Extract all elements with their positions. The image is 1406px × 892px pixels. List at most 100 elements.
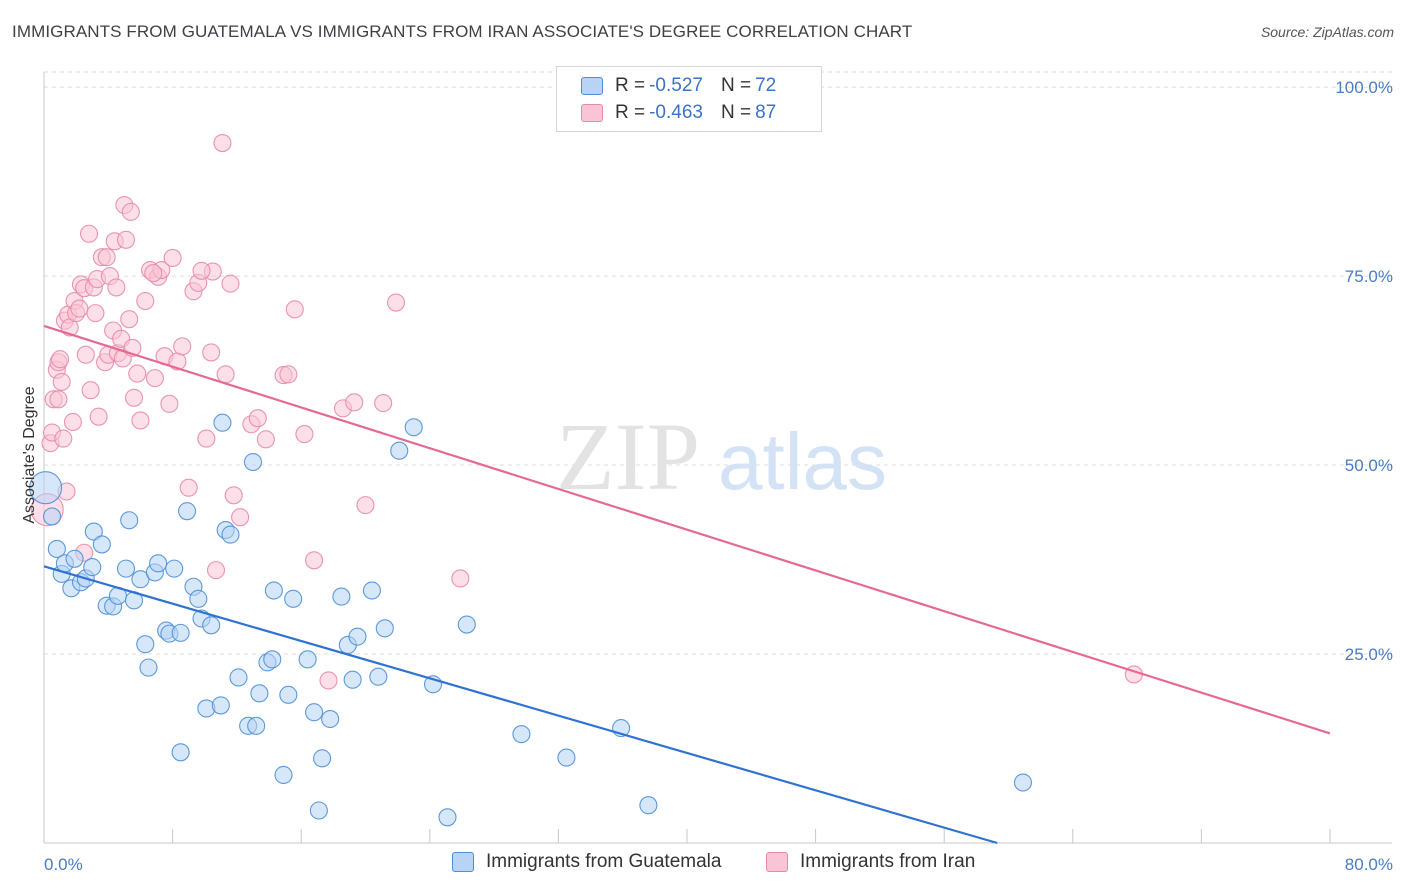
guatemala-point <box>221 525 240 544</box>
iran-point <box>356 496 375 515</box>
legend-n-value: 72 <box>755 75 777 96</box>
guatemala-point <box>309 801 328 820</box>
iran-point <box>79 224 99 243</box>
guatemala-point <box>243 452 263 472</box>
iran-point <box>197 429 216 448</box>
iran-point <box>63 412 82 432</box>
legend-row-iran: R = -0.463 N = 87 <box>581 101 776 125</box>
legend-n-label: N = <box>720 102 752 123</box>
watermark-atlas: atlas <box>718 417 887 506</box>
legend-item-iran[interactable]: Immigrants from Iran <box>766 851 975 873</box>
iran-point <box>89 407 108 426</box>
iran-point <box>70 299 89 318</box>
guatemala-point <box>247 716 266 735</box>
guatemala-point <box>116 559 136 578</box>
grid-lines <box>44 71 1392 655</box>
guatemala-point <box>202 616 221 635</box>
iran-point <box>163 248 182 267</box>
guatemala-point <box>29 471 63 505</box>
guatemala-point <box>343 670 362 689</box>
iran-point <box>256 430 275 449</box>
guatemala-point <box>332 587 351 606</box>
legend-swatch-guatemala <box>581 77 603 95</box>
correlation-legend: R = -0.527 N = 72 R = -0.463 N = 87 <box>556 66 822 132</box>
legend-swatch-guatemala <box>452 852 474 872</box>
guatemala-point <box>362 581 381 600</box>
guatemala-point <box>42 507 62 526</box>
iran-point <box>216 365 235 384</box>
series-guatemala-points <box>29 413 1033 827</box>
iran-point <box>285 300 304 319</box>
y-tick-label: 50.0% <box>1345 456 1393 475</box>
iran-point <box>179 478 198 497</box>
iran-point <box>144 264 163 283</box>
guatemala-point <box>348 627 367 646</box>
iran-point <box>116 230 136 249</box>
legend-r-label: R = <box>615 102 646 123</box>
watermark: ZIP atlas <box>556 403 887 510</box>
guatemala-point <box>305 703 324 722</box>
iran-trend-line <box>43 324 1331 735</box>
guatemala-point <box>171 623 190 642</box>
guatemala-point <box>136 635 155 654</box>
iran-point <box>107 278 126 297</box>
legend-swatch-iran <box>581 104 603 122</box>
tick-labels: 25.0% 50.0% 75.0% 100.0% 0.0% 80.0% <box>44 78 1393 874</box>
x-tick-label: 80.0% <box>1345 855 1393 874</box>
iran-point <box>345 393 364 412</box>
legend-item-guatemala[interactable]: Immigrants from Guatemala <box>452 851 721 873</box>
iran-point <box>124 388 144 407</box>
guatemala-point <box>213 413 232 432</box>
guatemala-point <box>284 589 303 608</box>
iran-point <box>49 390 68 409</box>
iran-point <box>295 425 314 444</box>
guatemala-point <box>84 522 103 541</box>
guatemala-point <box>321 709 340 729</box>
iran-point <box>81 381 100 400</box>
guatemala-point <box>639 796 658 815</box>
iran-point <box>231 508 250 527</box>
source-credit: Source: ZipAtlas.com <box>1260 24 1394 40</box>
guatemala-point <box>457 615 476 634</box>
guatemala-point <box>83 558 102 577</box>
guatemala-point <box>438 808 457 827</box>
guatemala-point <box>404 418 423 437</box>
guatemala-point <box>369 667 388 686</box>
iran-point <box>386 293 406 312</box>
iran-point <box>121 202 140 221</box>
iran-point <box>451 569 470 588</box>
iran-point <box>202 343 221 362</box>
legend-row-guatemala: R = -0.527 N = 72 <box>581 74 776 98</box>
y-tick-label: 75.0% <box>1345 267 1393 286</box>
iran-point <box>248 409 267 428</box>
y-tick-label: 25.0% <box>1345 645 1393 664</box>
legend-r-value: -0.527 <box>649 75 703 96</box>
guatemala-point <box>274 765 293 785</box>
guatemala-trend-line <box>43 565 998 845</box>
guatemala-point <box>65 549 84 568</box>
iran-point <box>221 274 240 293</box>
iran-point <box>224 486 243 505</box>
iran-point <box>54 429 73 448</box>
iran-point <box>52 372 71 391</box>
legend-n-value: 87 <box>755 102 777 123</box>
iran-point <box>131 411 150 430</box>
guatemala-point <box>264 581 283 600</box>
iran-point <box>173 337 192 356</box>
series-legend: Immigrants from Guatemala Immigrants fro… <box>0 851 1406 877</box>
legend-label-iran: Immigrants from Iran <box>800 851 976 872</box>
guatemala-point <box>165 559 184 578</box>
iran-point <box>76 345 95 364</box>
legend-n-label: N = <box>720 75 752 96</box>
legend-label-guatemala: Immigrants from Guatemala <box>486 851 722 872</box>
guatemala-point <box>211 696 230 715</box>
guatemala-point <box>139 658 158 677</box>
iran-point <box>136 291 155 311</box>
iran-point <box>213 134 232 153</box>
iran-point <box>51 350 70 369</box>
axes <box>43 72 1392 844</box>
guatemala-point <box>263 650 282 669</box>
legend-r-label: R = <box>615 75 646 96</box>
guatemala-point <box>512 725 531 744</box>
